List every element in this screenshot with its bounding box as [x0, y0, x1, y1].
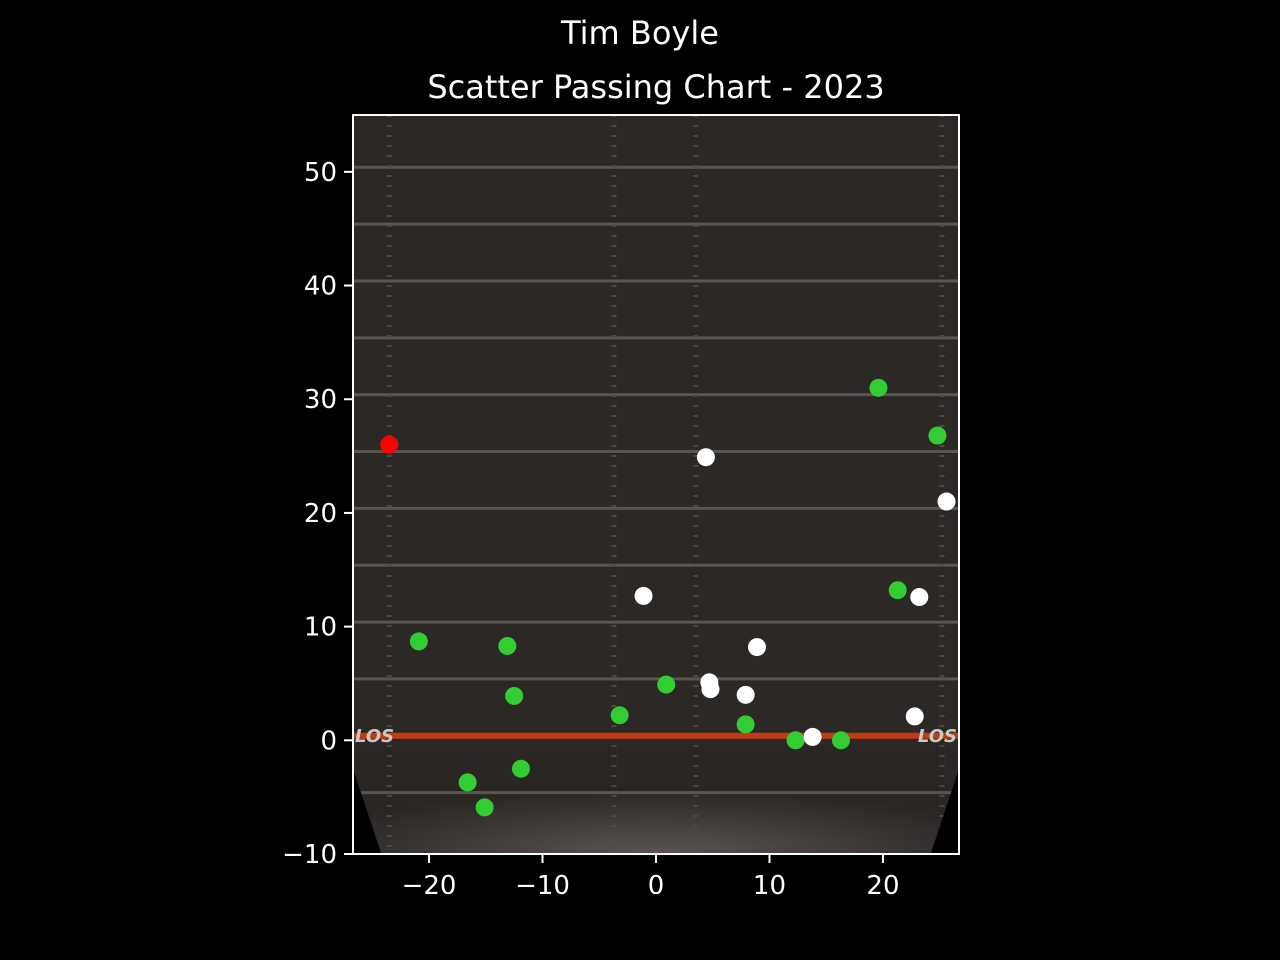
- x-tick-label: −10: [515, 871, 570, 901]
- field-background: [353, 115, 959, 854]
- scatter-point: [736, 685, 755, 704]
- scatter-point: [380, 435, 399, 454]
- scatter-points: [380, 378, 956, 817]
- scatter-point: [696, 448, 715, 467]
- field-floor-glow: [353, 745, 959, 854]
- scatter-point: [937, 492, 956, 511]
- field-corner-left: [353, 768, 382, 854]
- y-tick-label: 20: [304, 499, 337, 529]
- scatter-point: [498, 636, 517, 655]
- x-axis: −20 −10 0 10 20: [402, 854, 900, 901]
- scatter-point: [888, 581, 907, 600]
- y-tick-label: −10: [282, 840, 337, 870]
- chart-title: Scatter Passing Chart - 2023: [427, 68, 885, 106]
- scatter-point: [905, 707, 924, 726]
- los-label-right: LOS: [918, 726, 957, 747]
- scatter-point: [458, 773, 477, 792]
- y-tick-label: 50: [304, 158, 337, 188]
- scatter-point: [910, 588, 929, 607]
- scatter-point: [869, 378, 888, 397]
- figure-suptitle: Tim Boyle: [561, 14, 719, 52]
- y-axis: −10 0 10 20 30 40 50: [282, 158, 353, 870]
- field-corner-right: [930, 768, 959, 854]
- scatter-point: [657, 675, 676, 694]
- scatter-point: [634, 586, 653, 605]
- scatter-point: [803, 727, 822, 746]
- field-yard-lines: [353, 165, 959, 795]
- los-label-left: LOS: [355, 726, 394, 747]
- y-tick-label: 30: [304, 385, 337, 415]
- scatter-point: [736, 715, 755, 734]
- scatter-point: [701, 680, 720, 699]
- plot-area: LOS LOS: [352, 114, 960, 855]
- scatter-point: [786, 731, 805, 750]
- x-tick-label: 0: [648, 871, 665, 901]
- x-tick-label: −20: [402, 871, 457, 901]
- scatter-point: [928, 426, 947, 445]
- scatter-point: [505, 686, 524, 705]
- scatter-point: [748, 638, 766, 657]
- scatter-point: [511, 759, 530, 778]
- x-tick-label: 10: [753, 871, 786, 901]
- y-tick-label: 0: [320, 726, 337, 756]
- x-tick-label: 20: [866, 871, 899, 901]
- y-tick-label: 10: [304, 613, 337, 643]
- scatter-point: [409, 632, 428, 651]
- scatter-point: [610, 706, 629, 725]
- y-tick-label: 40: [304, 272, 337, 302]
- scatter-point: [475, 798, 494, 817]
- scatter-point: [831, 731, 850, 750]
